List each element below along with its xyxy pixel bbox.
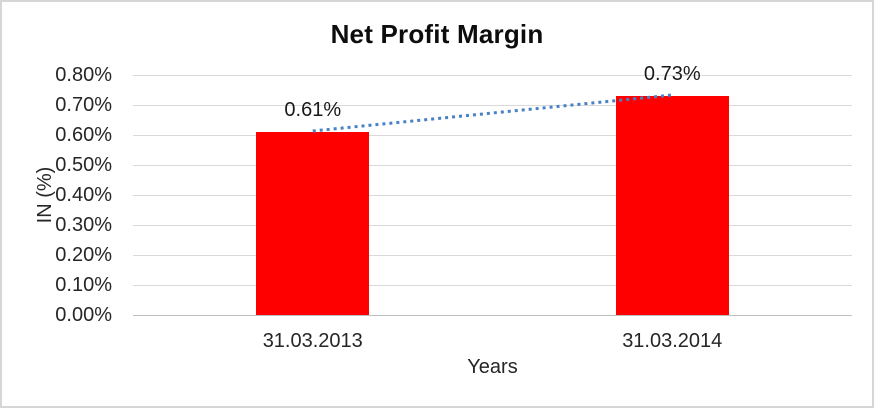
y-axis-tick-labels: 0.00% 0.10% 0.20% 0.30% 0.40% 0.50% 0.60% 0.70%… — [2, 64, 112, 326]
x-axis-title: Years — [467, 356, 518, 378]
gridline — [133, 194, 852, 196]
x-axis-category-labels: 31.03.2013 31.03.2014 — [133, 329, 852, 353]
y-tick-label: 0.30% — [55, 214, 112, 236]
y-tick-label: 0.80% — [55, 64, 112, 86]
bar — [256, 132, 370, 315]
gridline — [133, 164, 852, 166]
chart-title: Net Profit Margin — [330, 19, 544, 49]
bar-value-label: 0.73% — [643, 63, 701, 85]
y-tick-label: 0.10% — [55, 274, 112, 296]
trendline — [312, 93, 673, 133]
y-tick-label: 0.00% — [55, 304, 112, 326]
y-tick-label: 0.70% — [55, 94, 112, 116]
gridline — [133, 104, 852, 106]
plot-area: 0.61% 0.73% — [133, 63, 852, 316]
gridline — [133, 134, 852, 136]
gridline — [133, 284, 852, 286]
gridline — [133, 254, 852, 256]
gridline — [133, 224, 852, 226]
y-tick-label: 0.40% — [55, 184, 112, 206]
bar — [615, 96, 729, 315]
y-tick-label: 0.60% — [55, 124, 112, 146]
y-tick-label: 0.50% — [55, 154, 112, 176]
x-category-label: 31.03.2014 — [622, 330, 723, 352]
bar-value-label: 0.61% — [284, 99, 342, 121]
x-category-label: 31.03.2013 — [262, 330, 363, 352]
y-tick-label: 0.20% — [55, 244, 112, 266]
gridline — [133, 74, 852, 76]
